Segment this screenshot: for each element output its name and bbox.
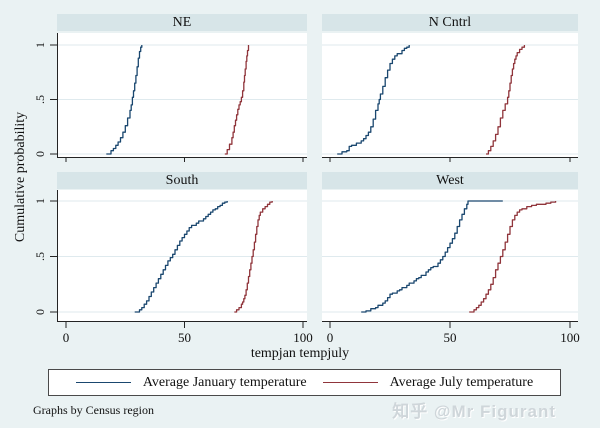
legend-item-july: Average July temperature — [322, 374, 534, 391]
y-tick-label: 1 — [33, 42, 47, 48]
legend-item-january: Average January temperature — [75, 374, 307, 391]
curve-january — [134, 201, 228, 313]
y-tick-label: 1 — [33, 198, 47, 204]
legend-label-july: Average July temperature — [389, 374, 534, 390]
y-tick-label: 0 — [33, 309, 47, 315]
january-line-swatch — [75, 382, 131, 383]
legend-label-january: Average January temperature — [142, 374, 307, 390]
y-tick-label: 0 — [33, 151, 47, 157]
curve-january — [361, 200, 503, 313]
curve-july — [486, 45, 526, 155]
plot-area-west: 0 50 100 — [322, 190, 580, 345]
plot-area-ne: 0.5 1 — [33, 33, 307, 162]
curve-january — [106, 45, 143, 155]
x-tick-label: 100 — [560, 330, 580, 345]
x-tick-label: 100 — [293, 330, 313, 345]
cdf-plot-ne: 0.51 — [33, 33, 307, 162]
watermark: 知乎 @Mr Figurant — [392, 402, 556, 421]
y-tick-label: .5 — [33, 95, 47, 104]
curve-january — [337, 45, 410, 155]
panel-title-south: South — [57, 172, 307, 189]
cdf-plot-ncntrl — [322, 44, 578, 162]
july-line-swatch — [322, 382, 378, 383]
panel-title-ne: NE — [57, 14, 307, 31]
y-axis-title: Cumulative probability — [13, 111, 28, 243]
figure-note: Graphs by Census region — [33, 403, 154, 417]
legend-box: Average January temperature Average July… — [48, 369, 561, 396]
plot-area-south: 0 50 100 0 .5 1 — [33, 190, 313, 345]
cdf-plot-south: 0 50 100 0 .5 1 — [33, 190, 313, 345]
x-tick-label: 50 — [444, 330, 457, 345]
panel-title-ncntrl: N Cntrl — [322, 14, 578, 31]
x-tick-label: 0 — [327, 330, 334, 345]
cdf-plot-west: 0 50 100 — [322, 200, 580, 345]
curve-july — [224, 45, 250, 155]
x-tick-label: 50 — [178, 330, 191, 345]
x-axis-title: tempjan tempjuly — [250, 346, 350, 361]
curve-july — [469, 201, 557, 313]
panel-title-west: West — [322, 172, 578, 189]
curve-july — [234, 201, 273, 313]
x-tick-label: 0 — [63, 330, 70, 345]
plot-area-ncntrl — [322, 33, 578, 162]
y-tick-label: .5 — [33, 252, 47, 261]
